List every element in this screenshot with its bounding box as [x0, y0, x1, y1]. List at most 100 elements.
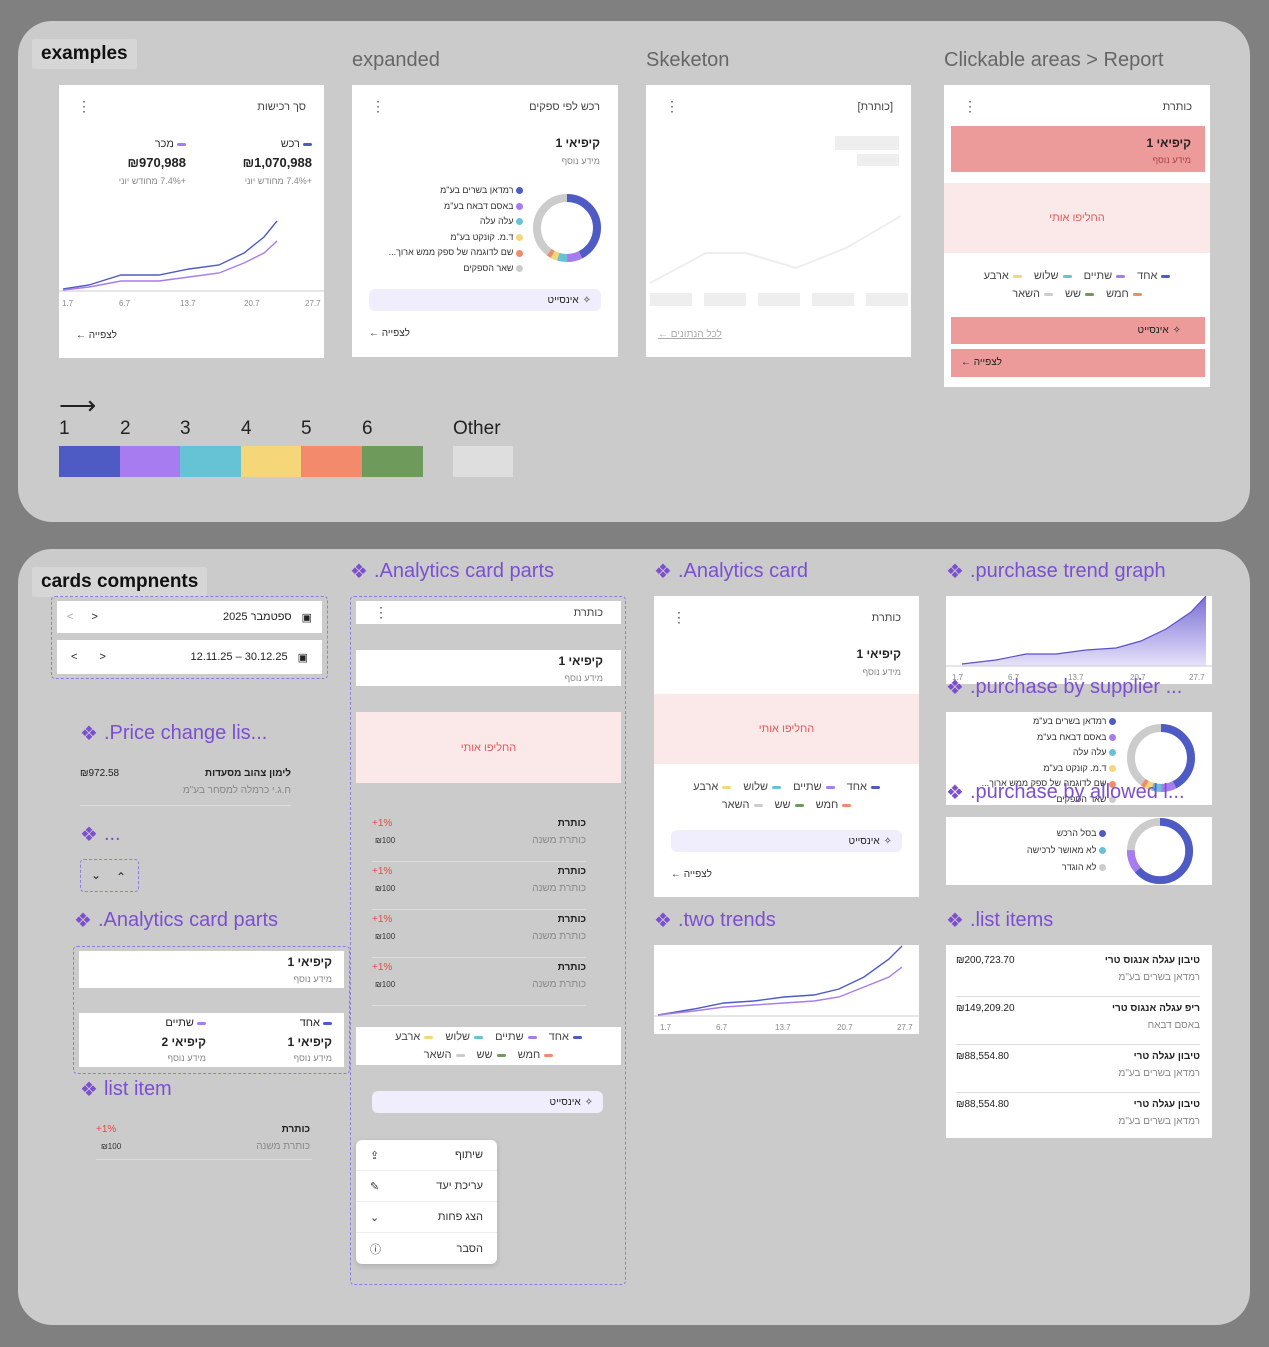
delta-purchase: +7.4% מחודש יוני: [244, 176, 312, 186]
insight-area[interactable]: אינסייט ✧: [951, 317, 1205, 344]
pbs-name: ❖ .purchase by supplier ...: [946, 676, 1183, 699]
kpi: קיפיאי 1: [555, 136, 601, 150]
kpi-part: קיפיאי 1 מידע נוסף: [79, 951, 344, 988]
menu-item-edit-goal[interactable]: ✎ עריכת יעד: [356, 1171, 497, 1202]
donut-chart: [533, 194, 601, 262]
kebab-icon[interactable]: ⋮: [374, 604, 388, 620]
list-item[interactable]: כותרת כותרת משנה +1% ₪100: [372, 910, 586, 958]
list-item[interactable]: טיבון עגלה טרי רמדאן בשרים בע"מ ₪88,554.…: [956, 1093, 1200, 1141]
chevron-down-icon[interactable]: ⌄: [91, 868, 102, 882]
chevron-left-icon[interactable]: <: [71, 651, 78, 663]
components-title: cards compnents: [32, 567, 208, 597]
chevron-down-icon: ⌄: [370, 1211, 380, 1224]
insight-button[interactable]: אינסייט ✧: [671, 830, 902, 852]
menu-item-explain[interactable]: ⓘ הסבר: [370, 1242, 483, 1256]
range-picker[interactable]: < > 12.11.25 – 30.12.25 ▣: [57, 640, 322, 674]
kpi-part: קיפיאי 1 מידע נוסף: [356, 650, 621, 686]
kebab-icon[interactable]: ⋮: [672, 609, 686, 625]
view-link[interactable]: ← לצפייה: [671, 869, 712, 880]
month-picker[interactable]: < > ספטמבר 2025 ▣: [57, 601, 322, 633]
value-badge: ₪100: [372, 882, 399, 895]
sparkle-icon: ✧: [582, 294, 591, 306]
skeleton-block: [835, 136, 899, 150]
value-badge: ₪100: [372, 930, 399, 943]
clickable-card[interactable]: ⋮ כותרת קיפיאי 1 מידע נוסף החליפו אותי א…: [944, 85, 1210, 387]
legend-b: שתיים: [165, 1017, 206, 1029]
value-badge: ₪100: [98, 1140, 125, 1153]
kpi: קיפיאי 1: [1146, 136, 1192, 150]
chevron-left-icon[interactable]: <: [67, 611, 74, 623]
price-item-value: ₪972.58: [80, 768, 120, 779]
share-icon: ⇪: [370, 1149, 380, 1162]
ac-name: ❖ .Analytics card: [654, 560, 808, 583]
list-item-title: כותרת: [557, 866, 586, 877]
kpi: קיפיאי 2: [161, 1035, 207, 1049]
view-area[interactable]: ← לצפייה: [951, 349, 1205, 377]
price-item[interactable]: לימון צהוב מסעדות ח.ג.י כרמלה למסחר בע"מ…: [80, 768, 291, 806]
change-pct: +1%: [96, 1124, 117, 1135]
purchases-card[interactable]: ⋮ סך רכישות רכש מכר ₪1,070,988 ₪970,988 …: [59, 85, 324, 358]
supplier-card[interactable]: ⋮ רכש לפי ספקים קיפיאי 1 מידע נוסף רמדאן…: [352, 85, 618, 357]
chevron-right-icon[interactable]: >: [99, 651, 106, 663]
view-link[interactable]: ← לצפייה: [369, 328, 410, 339]
area-chart: [946, 596, 1212, 667]
acp-mid-frame: [350, 596, 626, 1285]
calendar-icon[interactable]: ▣: [301, 611, 312, 624]
chevron-right-icon[interactable]: >: [91, 611, 98, 623]
menu-item-show-less[interactable]: ⌄ הצג פחות: [356, 1202, 497, 1233]
list-item[interactable]: כותרת כותרת משנה +1% ₪100: [372, 958, 586, 1006]
list-item-sub: כותרת משנה: [256, 1141, 310, 1152]
list-item-sub: כותרת משנה: [532, 883, 586, 894]
list-items-name: ❖ .list items: [946, 909, 1054, 932]
calendar-icon[interactable]: ▣: [297, 651, 308, 664]
tick: 13.7: [180, 299, 196, 308]
list-item-title: ריפ עגלה אנגוס טרי: [1111, 1003, 1200, 1014]
allowed-legend: בסל הרכש לא מאושר לרכישה לא הוגדר: [1027, 825, 1106, 876]
kebab-icon[interactable]: ⋮: [665, 98, 679, 114]
tick: 27.7: [305, 299, 321, 308]
card-title: [כותרת]: [857, 101, 893, 113]
list-items-card: טיבון עגלה אנגוס טרי רמדאן בשרים בע"מ ₪2…: [946, 945, 1212, 1138]
other-swatch: [453, 446, 513, 477]
palette-swatches: [59, 446, 423, 477]
delta-sale: +7.4% מחודש יוני: [118, 176, 186, 186]
all-data-link[interactable]: ← לכל הנתונים: [658, 329, 722, 340]
menu-item-share[interactable]: ⇪ שיתוף: [356, 1140, 497, 1171]
kpi-info: מידע נוסף: [167, 1053, 206, 1063]
list-item[interactable]: טיבון עגלה טרי רמדאן בשרים בע"מ ₪88,554.…: [956, 1045, 1200, 1093]
replace-area[interactable]: החליפו אותי: [944, 183, 1210, 253]
kpi-area[interactable]: קיפיאי 1 מידע נוסף: [951, 126, 1205, 172]
list-item[interactable]: כותרת כותרת משנה +1% ₪100: [96, 1120, 312, 1160]
list-item-title: טיבון עגלה אנגוס טרי: [1104, 955, 1200, 966]
list-item-value: ₪88,554.80: [956, 1051, 1009, 1062]
insight-button[interactable]: אינסייט ✧: [369, 289, 601, 311]
other-label: Other: [453, 418, 501, 439]
list-item-sub: רמדאן בשרים בע"מ: [1118, 1068, 1200, 1079]
analytics-card[interactable]: ⋮ כותרת קיפיאי 1 מידע נוסף החליפו אותי א…: [654, 596, 919, 897]
tick: 20.7: [837, 1023, 853, 1032]
two-trends-name: ❖ .two trends: [654, 909, 776, 932]
kebab-icon[interactable]: ⋮: [963, 98, 977, 114]
list-item-title: כותרת: [557, 818, 586, 829]
list-item[interactable]: טיבון עגלה אנגוס טרי רמדאן בשרים בע"מ ₪2…: [956, 949, 1200, 997]
chevron-up-icon[interactable]: ⌃: [116, 870, 127, 884]
kebab-icon[interactable]: ⋮: [77, 98, 91, 114]
tick: 27.7: [1189, 673, 1205, 682]
tick: 27.7: [897, 1023, 913, 1032]
list-item[interactable]: כותרת כותרת משנה +1% ₪100: [372, 814, 586, 862]
list-item[interactable]: ריפ עגלה אנגוס טרי באסם דבאח ₪149,209.20: [956, 997, 1200, 1045]
list-item-title: כותרת: [557, 914, 586, 925]
list-item-title: כותרת: [281, 1124, 310, 1135]
view-link[interactable]: ← לצפייה: [76, 330, 117, 341]
date-pickers-frame: [51, 596, 328, 679]
kpi-info: מידע נוסף: [561, 156, 600, 166]
card-title: כותרת: [1162, 101, 1192, 113]
kpi-info: מידע נוסף: [564, 673, 603, 683]
list-item[interactable]: כותרת כותרת משנה +1% ₪100: [372, 862, 586, 910]
price-item-sub: ח.ג.י כרמלה למסחר בע"מ: [182, 785, 291, 796]
insight-button[interactable]: אינסייט ✧: [372, 1091, 603, 1113]
list-item-sub: רמדאן בשרים בע"מ: [1118, 1116, 1200, 1127]
donut-chart: [1126, 817, 1194, 885]
value-sale: ₪970,988: [127, 155, 186, 170]
kebab-icon[interactable]: ⋮: [371, 98, 385, 114]
